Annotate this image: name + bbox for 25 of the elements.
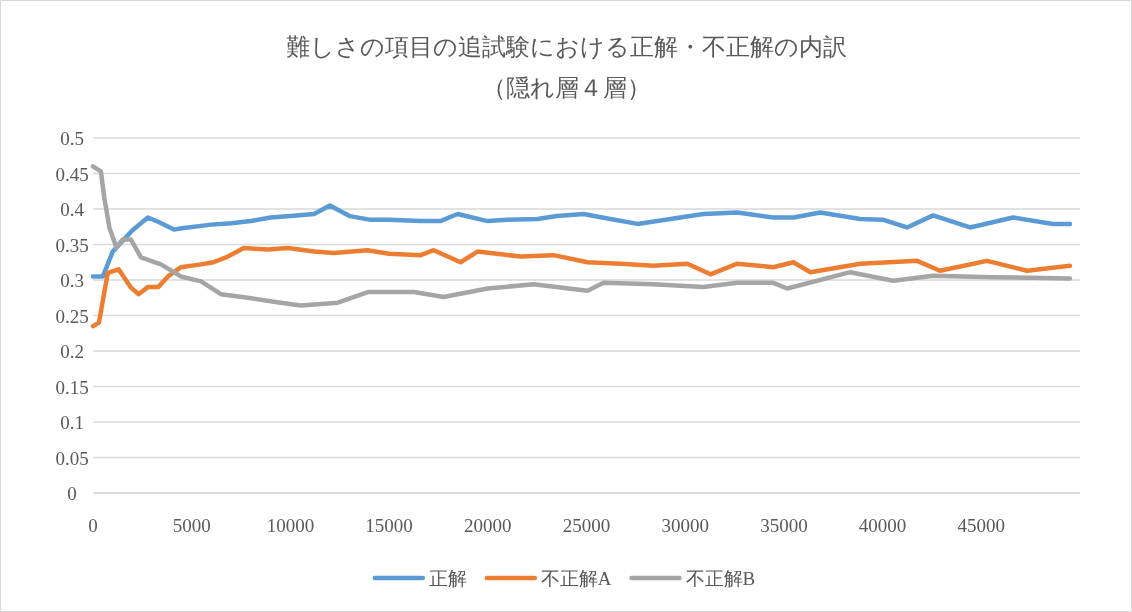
x-tick-label: 10000 <box>266 515 315 536</box>
y-tick-label: 0.45 <box>55 163 89 185</box>
y-tick-label: 0.35 <box>55 234 89 256</box>
legend-label: 正解 <box>428 568 467 589</box>
y-tick-label: 0.15 <box>55 376 89 398</box>
x-tick-label: 15000 <box>365 515 413 536</box>
y-tick-label: 0.5 <box>60 128 84 149</box>
legend-label: 不正解B <box>685 568 756 589</box>
y-tick-label: 0.05 <box>55 447 89 469</box>
x-tick-label: 20000 <box>464 515 512 536</box>
chart-subtitle: （隠れ層４層） <box>481 75 651 101</box>
y-tick-label: 0.1 <box>60 412 84 433</box>
x-tick-label: 45000 <box>957 515 1006 536</box>
x-tick-label: 35000 <box>760 515 808 536</box>
x-tick-label: 25000 <box>562 515 611 536</box>
legend-label: 不正解A <box>540 568 612 589</box>
y-tick-label: 0 <box>67 483 77 504</box>
chart-title: 難しさの項目の追試験における正解・不正解の内訳 <box>285 34 847 60</box>
y-tick-label: 0.3 <box>60 270 84 291</box>
x-tick-label: 40000 <box>858 515 907 536</box>
x-tick-label: 30000 <box>661 515 709 536</box>
x-tick-label: 5000 <box>172 515 211 536</box>
y-tick-label: 0.4 <box>60 199 85 220</box>
y-tick-label: 0.25 <box>55 305 89 327</box>
y-tick-label: 0.2 <box>60 341 84 362</box>
